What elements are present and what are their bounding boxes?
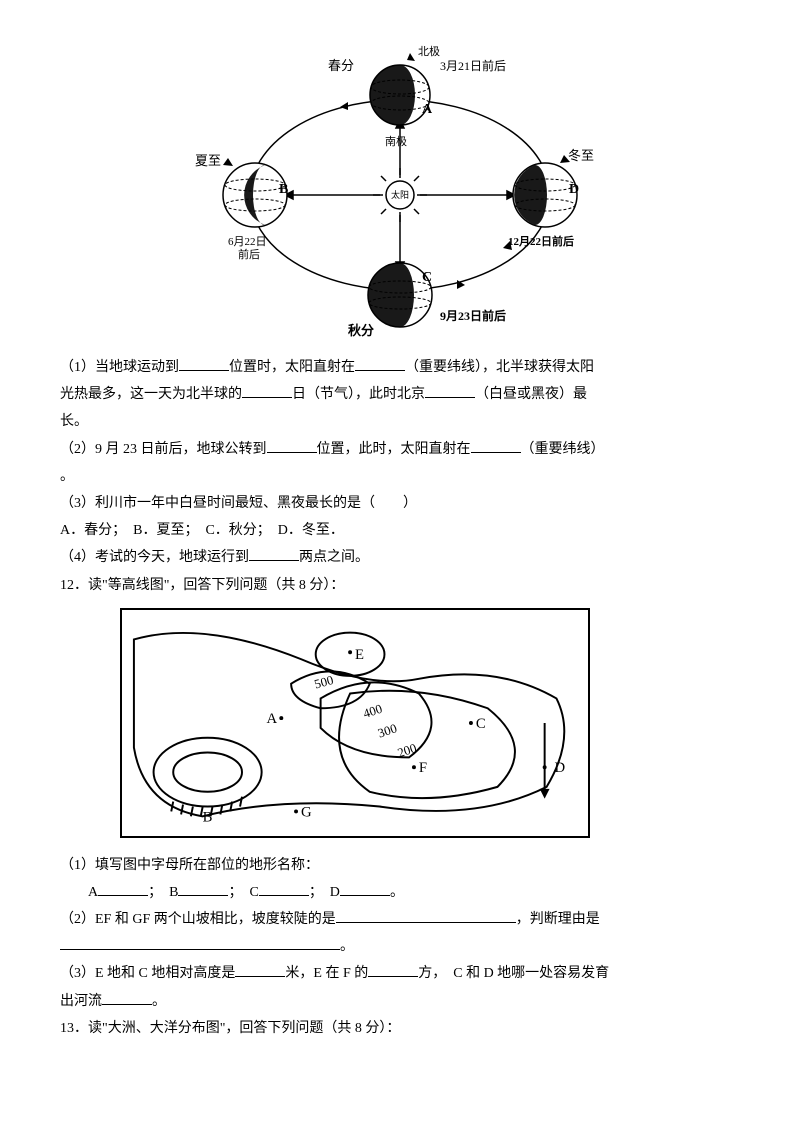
q1-4: （4）考试的今天，地球运行到两点之间。 — [60, 545, 740, 570]
q12-2-line1: （2）EF 和 GF 两个山坡相比，坡度较陡的是，判断理由是 — [60, 907, 740, 932]
svg-text:D: D — [554, 760, 565, 776]
q1-1-line3: 长。 — [60, 409, 740, 434]
pos-a-date: 3月21日前后 — [440, 58, 506, 73]
svg-text:A: A — [422, 102, 433, 117]
pos-d-name: 冬至 — [568, 148, 594, 163]
pos-b-date1: 6月22日 — [228, 236, 267, 248]
pos-b-date2: 前后 — [238, 247, 260, 261]
svg-text:E: E — [355, 647, 364, 663]
svg-text:G: G — [301, 804, 312, 820]
q12-1: （1）填写图中字母所在部位的地形名称： — [60, 853, 740, 878]
q12-3-line1: （3）E 地和 C 地相对高度是米，E 在 F 的方， C 和 D 地哪一处容易… — [60, 961, 740, 986]
north-pole-label: 北极 — [418, 44, 440, 58]
contour-diagram: A B C D E F G 500 400 300 200 — [120, 608, 590, 838]
svg-text:F: F — [419, 760, 427, 776]
svg-text:B: B — [203, 809, 213, 825]
q12-2-line2: 。 — [60, 934, 740, 959]
pos-d-date: 12月22日前后 — [508, 234, 574, 248]
pos-b-name: 夏至 — [195, 153, 221, 168]
svg-text:A: A — [267, 711, 278, 727]
svg-text:C: C — [476, 716, 486, 732]
pos-c-date: 9月23日前后 — [440, 308, 506, 323]
q1-2-line2: 。 — [60, 464, 740, 489]
svg-text:B: B — [279, 182, 288, 197]
q12-1-line: A； B； C； D。 — [60, 880, 740, 905]
q1-3: （3）利川市一年中白昼时间最短、黑夜最长的是（ ） — [60, 491, 740, 516]
svg-text:C: C — [422, 270, 432, 285]
q1-3-opts: A．春分； B．夏至； C．秋分； D．冬至． — [60, 518, 740, 543]
q13-title: 13．读"大洲、大洋分布图"，回答下列问题（共 8 分）： — [60, 1016, 740, 1041]
orbit-diagram: 太阳 A 春分 北极 3月21日前后 南极 B 夏至 — [190, 30, 610, 340]
pos-a-name: 春分 — [328, 58, 354, 73]
q1-2-line1: （2）9 月 23 日前后，地球公转到位置，此时，太阳直射在（重要纬线） — [60, 437, 740, 462]
page-container: 太阳 A 春分 北极 3月21日前后 南极 B 夏至 — [0, 0, 800, 1083]
svg-text:D: D — [569, 182, 579, 197]
q12-3-line2: 出河流。 — [60, 989, 740, 1014]
south-pole-label: 南极 — [385, 134, 407, 148]
q1-1-line1: （1）当地球运动到位置时，太阳直射在（重要纬线），北半球获得太阳 — [60, 355, 740, 380]
q12-title: 12．读"等高线图"，回答下列问题（共 8 分）： — [60, 573, 740, 598]
sun-label: 太阳 — [391, 189, 409, 200]
pos-c-name: 秋分 — [348, 323, 374, 338]
q1-1-line2: 光热最多，这一天为北半球的日（节气），此时北京（白昼或黑夜）最 — [60, 382, 740, 407]
